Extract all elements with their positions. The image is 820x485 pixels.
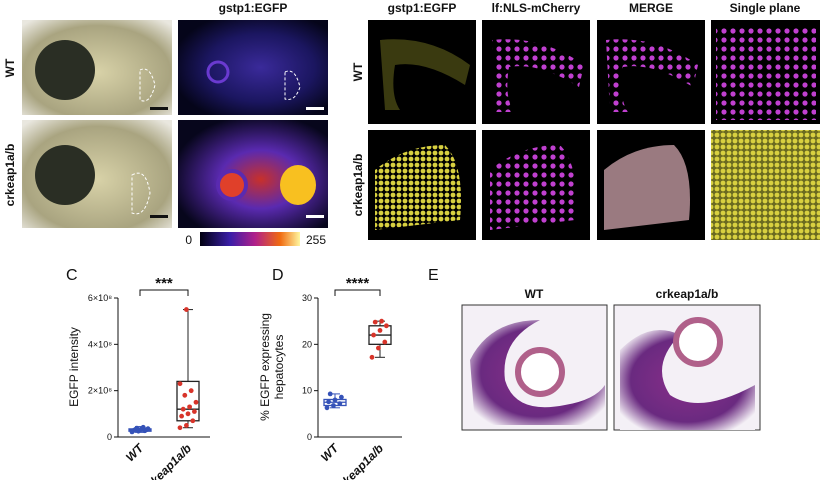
data-point	[326, 399, 331, 405]
data-point	[182, 392, 188, 398]
data-point	[382, 339, 388, 345]
data-point	[179, 413, 185, 419]
y-axis-label: EGFP intensity	[67, 327, 81, 407]
scale-bar	[306, 107, 324, 110]
data-point	[339, 394, 344, 400]
column-header: Single plane	[730, 1, 801, 15]
data-point	[140, 424, 146, 430]
y-tick-label: 4×10⁸	[88, 339, 112, 349]
data-point	[372, 319, 378, 325]
row-label: WT	[351, 62, 365, 81]
panel-e: E WT crkeap1a/b	[428, 267, 761, 431]
y-tick-label: 2×10⁸	[88, 386, 112, 396]
data-point	[190, 418, 196, 424]
tissue	[470, 320, 605, 425]
liver-outline	[131, 172, 151, 215]
panel-a: gstp1:EGFP WT crkeap1a/b 0 255	[3, 1, 328, 247]
data-point	[145, 426, 151, 432]
data-point	[184, 423, 189, 428]
data-point	[188, 388, 194, 394]
liver-signal	[280, 165, 316, 205]
column-header: MERGE	[629, 1, 673, 15]
data-point	[384, 323, 389, 329]
tissue	[604, 145, 690, 230]
column-header: crkeap1a/b	[656, 287, 719, 301]
intestine	[673, 317, 723, 367]
liver-outline	[139, 68, 156, 102]
scale-bar	[306, 215, 324, 218]
tissue	[606, 39, 698, 112]
intestine	[515, 347, 565, 397]
y-tick-label: 30	[302, 293, 312, 303]
eye	[216, 169, 248, 201]
tissue	[716, 25, 816, 120]
data-point	[327, 391, 333, 397]
column-header: gstp1:EGFP	[388, 1, 457, 15]
y-tick-label: 0	[307, 432, 312, 442]
y-tick-label: 0	[107, 432, 112, 442]
significance-bracket	[334, 289, 381, 296]
tissue	[380, 39, 470, 110]
y-tick-label: 20	[302, 339, 312, 349]
colorbar-min: 0	[185, 233, 192, 247]
data-point	[192, 409, 197, 414]
y-tick-label: 10	[302, 386, 312, 396]
panel-label: C	[66, 267, 78, 284]
data-point	[332, 397, 338, 403]
panel-label: D	[272, 267, 284, 284]
data-point	[177, 381, 183, 387]
eye	[35, 40, 95, 100]
significance: ***	[155, 275, 173, 292]
significance: ****	[346, 275, 370, 292]
colorbar	[200, 232, 300, 246]
colorbar-max: 255	[306, 233, 326, 247]
row-label: crkeap1a/b	[351, 154, 365, 217]
tissue	[375, 145, 461, 230]
panel-a-header: gstp1:EGFP	[219, 1, 288, 15]
scale-bar	[150, 215, 168, 218]
row-label: crkeap1a/b	[3, 144, 17, 207]
significance-bracket	[139, 289, 189, 296]
data-point	[376, 345, 381, 351]
y-tick-label: 6×10⁸	[88, 293, 112, 303]
tissue	[711, 130, 820, 240]
scale-bar	[150, 107, 168, 110]
x-tick-label: crkeap1a/b	[140, 441, 194, 480]
data-point	[379, 318, 384, 324]
panel-b: gstp1:EGFP lf:NLS-mCherry MERGE Single p…	[351, 1, 820, 240]
data-point	[180, 406, 186, 412]
eye	[206, 60, 230, 84]
data-point	[185, 411, 191, 417]
panel-label: E	[428, 267, 439, 284]
data-point	[371, 332, 376, 338]
data-point	[187, 404, 193, 410]
tissue	[492, 39, 584, 112]
data-point	[184, 307, 189, 312]
data-point	[324, 405, 330, 411]
data-point	[331, 403, 336, 408]
row-label: WT	[3, 58, 17, 77]
data-point	[177, 425, 183, 431]
x-tick-label: WT	[123, 440, 147, 464]
data-point	[337, 401, 343, 407]
eye	[35, 145, 95, 205]
data-point	[377, 328, 383, 333]
box	[176, 380, 200, 422]
column-header: lf:NLS-mCherry	[492, 1, 581, 15]
data-point	[369, 354, 375, 360]
column-header: WT	[525, 287, 544, 301]
x-tick-label: crkeap1a/b	[332, 441, 386, 480]
y-axis-label: % EGFP expressing	[258, 313, 272, 421]
tissue	[620, 330, 755, 430]
x-tick-label: WT	[318, 440, 342, 464]
fluorescence-wt	[178, 20, 328, 115]
data-point	[134, 425, 140, 431]
y-axis-label: hepatocytes	[272, 335, 286, 400]
liver-outline	[284, 70, 301, 100]
data-point	[193, 399, 199, 405]
tissue	[490, 145, 576, 230]
